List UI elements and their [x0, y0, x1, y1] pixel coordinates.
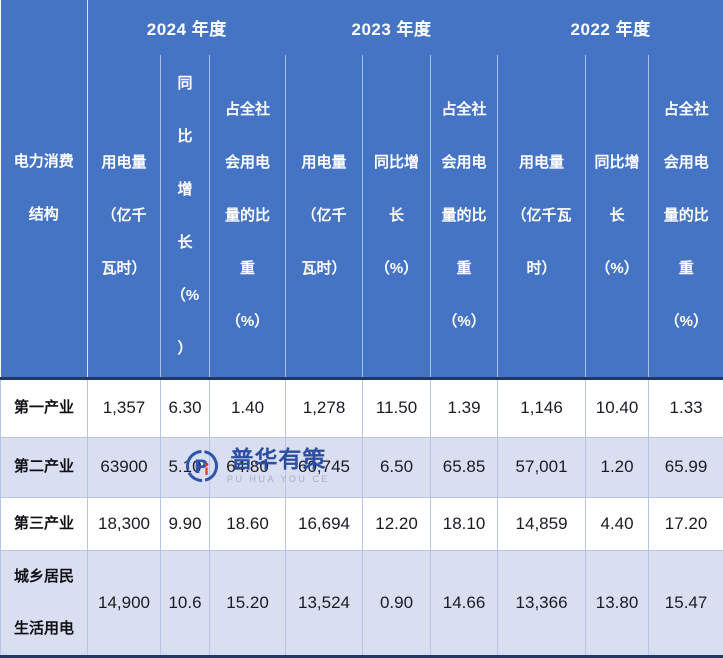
row-label: 第三产业 — [0, 496, 88, 551]
corner-header: 电力消费 结构 — [0, 0, 88, 380]
column-header-2024-share: 占全社 会用电 量的比 重 （%） — [208, 55, 286, 380]
data-cell: 63900 — [87, 436, 161, 498]
data-cell: 13,524 — [285, 549, 364, 658]
table-row-tertiary-industry: 第三产业 18,300 9.90 18.60 16,694 12.20 18.1… — [0, 496, 723, 551]
column-header-2022-growth: 同比增 长 （%） — [585, 55, 649, 380]
data-cell: 14.66 — [430, 549, 499, 658]
column-header-2023-share: 占全社 会用电 量的比 重 （%） — [430, 55, 498, 380]
data-cell: 57,001 — [497, 436, 587, 498]
data-cell: 10.40 — [585, 377, 650, 438]
data-cell: 60,745 — [285, 436, 364, 498]
data-cell: 18.60 — [208, 496, 287, 551]
data-cell: 1,146 — [497, 377, 587, 438]
data-cell: 1.20 — [585, 436, 650, 498]
year-header-2023: 2023 年度 — [285, 0, 498, 55]
column-header-2023-consumption: 用电量 （亿千 瓦时） — [285, 55, 363, 380]
table-row-primary-industry: 第一产业 1,357 6.30 1.40 1,278 11.50 1.39 1,… — [0, 377, 723, 438]
data-cell: 6.50 — [362, 436, 432, 498]
data-cell: 15.20 — [208, 549, 287, 658]
year-header-2022: 2022 年度 — [497, 0, 723, 55]
data-cell: 1.33 — [648, 377, 723, 438]
data-cell: 14,900 — [87, 549, 161, 658]
column-header-2022-share: 占全社 会用电 量的比 重 （%） — [648, 55, 723, 380]
data-cell: 1.39 — [430, 377, 499, 438]
data-cell: 11.50 — [362, 377, 432, 438]
table-row-secondary-industry: 第二产业 63900 5.10 64.80 60,745 6.50 65.85 … — [0, 436, 723, 498]
data-cell: 1.40 — [208, 377, 287, 438]
data-cell: 4.40 — [585, 496, 650, 551]
data-cell: 12.20 — [362, 496, 432, 551]
data-cell: 15.47 — [648, 549, 723, 658]
column-header-row: 用电量 （亿千 瓦时） 同 比 增 长 （% ） 占全社 会用电 量的比 重 （… — [1, 55, 723, 380]
row-label: 第二产业 — [0, 436, 88, 498]
data-cell: 1,278 — [285, 377, 364, 438]
data-cell: 18.10 — [430, 496, 499, 551]
row-label: 城乡居民 生活用电 — [0, 549, 88, 658]
year-header-row: 电力消费 结构 2024 年度 2023 年度 2022 年度 — [0, 0, 723, 380]
column-header-2024-consumption: 用电量 （亿千 瓦时） — [87, 55, 161, 380]
year-header-2024: 2024 年度 — [87, 0, 286, 55]
row-label: 第一产业 — [0, 377, 88, 438]
data-cell: 13.80 — [585, 549, 650, 658]
data-cell: 6.30 — [160, 377, 210, 438]
data-cell: 1,357 — [87, 377, 161, 438]
data-cell: 17.20 — [648, 496, 723, 551]
data-cell: 65.99 — [648, 436, 723, 498]
data-cell: 64.80 — [208, 436, 287, 498]
data-cell: 14,859 — [497, 496, 587, 551]
data-cell: 5.10 — [160, 436, 210, 498]
data-cell: 65.85 — [430, 436, 499, 498]
data-cell: 16,694 — [285, 496, 364, 551]
data-cell: 10.6 — [160, 549, 210, 658]
data-cell: 13,366 — [497, 549, 587, 658]
data-cell: 18,300 — [87, 496, 161, 551]
column-header-2023-growth: 同比增 长 （%） — [362, 55, 431, 380]
data-cell: 0.90 — [362, 549, 432, 658]
column-header-2024-growth: 同 比 增 长 （% ） — [160, 55, 210, 380]
table-row-residential: 城乡居民 生活用电 14,900 10.6 15.20 13,524 0.90 … — [0, 549, 723, 658]
column-header-2022-consumption: 用电量 （亿千瓦 时） — [497, 55, 586, 380]
data-cell: 9.90 — [160, 496, 210, 551]
